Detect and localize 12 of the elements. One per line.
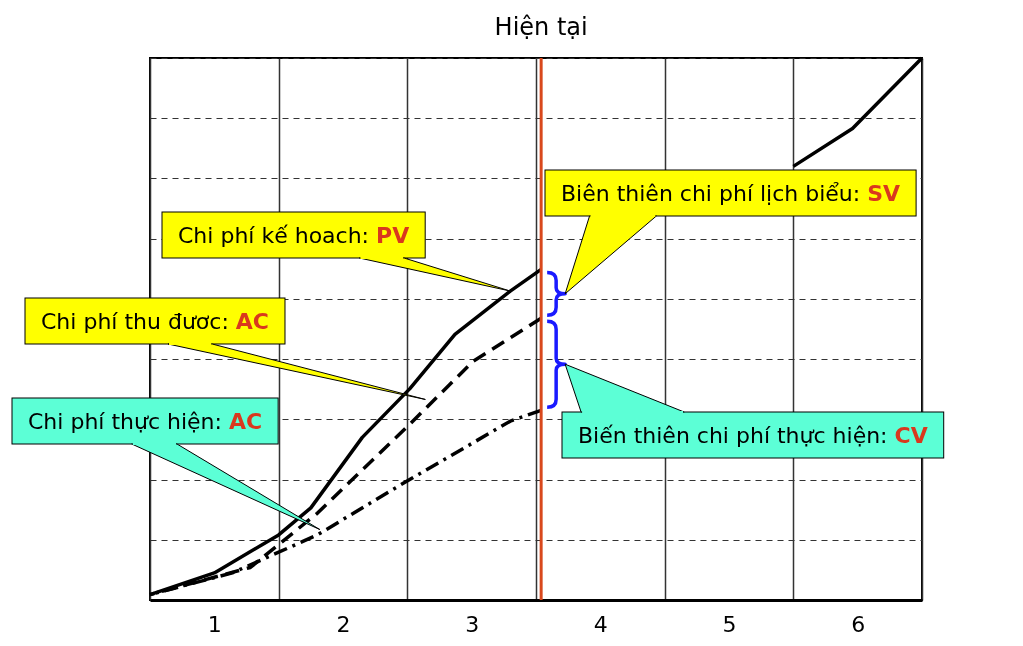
x-tick-label: 4 xyxy=(593,611,608,637)
x-tick-label: 6 xyxy=(851,611,866,637)
annotation: Chi phí thu đươc: AC xyxy=(41,309,269,334)
annotation: Biên thiên chi phí lịch biểu: SV xyxy=(561,181,901,206)
annotation: Biến thiên chi phí thực hiện: CV xyxy=(578,423,928,448)
ref-line-label: Hiện tại xyxy=(494,13,588,41)
x-tick-label: 3 xyxy=(465,611,480,637)
annotation: Chi phí thực hiện: AC xyxy=(28,409,263,434)
annotation: Chi phí kế hoach: PV xyxy=(178,223,410,248)
x-tick-label: 2 xyxy=(336,611,351,637)
x-tick-label: 5 xyxy=(722,611,737,637)
x-tick-label: 1 xyxy=(207,611,222,637)
